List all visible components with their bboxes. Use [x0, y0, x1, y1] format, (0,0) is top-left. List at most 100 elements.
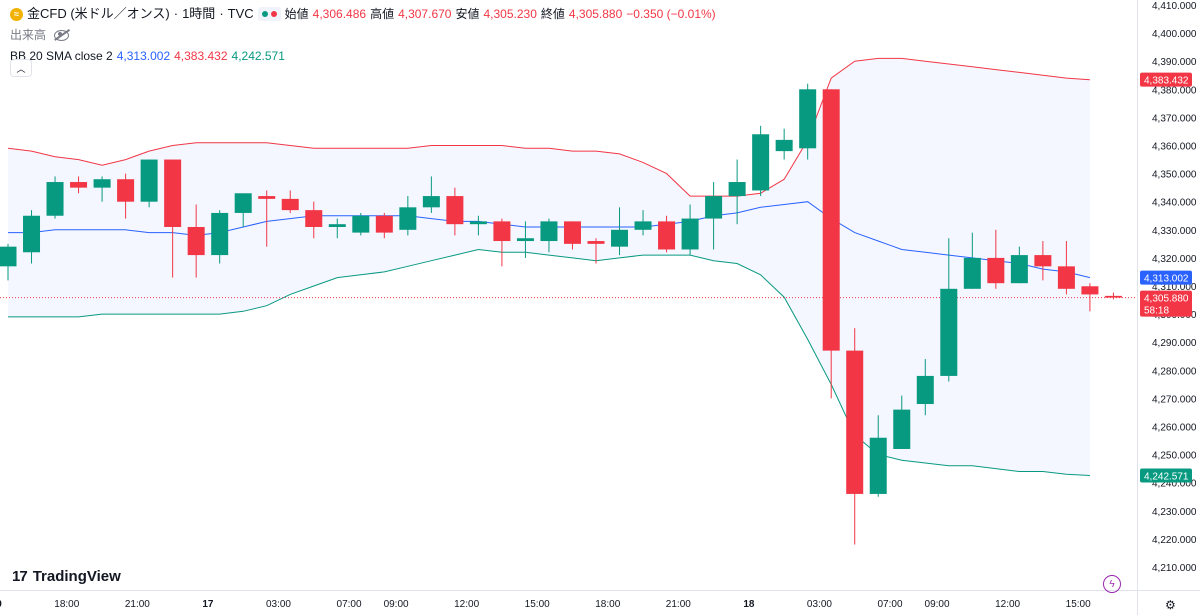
candle-body [70, 182, 88, 188]
candle-body [140, 159, 158, 202]
candle-body [493, 221, 511, 242]
symbol-row: ≈ 金CFD (米ドル／オンス) · 1時間 · TVC 始値 4,306.48… [10, 5, 716, 23]
candle-body [234, 193, 252, 213]
candle-body [23, 215, 41, 253]
high-value: 4,307.670 [398, 7, 452, 21]
candle-body [305, 210, 323, 227]
x-tick-label: 21:00 [666, 599, 691, 610]
indicator-upper: 4,383.432 [174, 49, 228, 63]
candle-body [1034, 255, 1052, 267]
y-tick-label: 4,360.000 [1152, 142, 1197, 153]
y-tick-label: 4,220.000 [1152, 535, 1197, 546]
y-tick-label: 4,380.000 [1152, 85, 1197, 96]
y-tick-label: 4,350.000 [1152, 170, 1197, 181]
candle-body [634, 221, 652, 230]
lower-price-tag: 4,242.571 [1144, 471, 1189, 482]
candle-body [846, 350, 864, 494]
candle-body [375, 215, 393, 233]
candle-body [446, 196, 464, 225]
candle-body [705, 196, 723, 219]
candle-body [658, 221, 676, 250]
candle-body [469, 221, 487, 225]
indicator-lower: 4,242.571 [231, 49, 285, 63]
chart-legend: ≈ 金CFD (米ドル／オンス) · 1時間 · TVC 始値 4,306.48… [10, 5, 716, 65]
x-tick-label: 18:00 [54, 599, 79, 610]
candle-body [399, 207, 417, 230]
basis-price-tag: 4,313.002 [1144, 274, 1189, 285]
x-tick-label: 07:00 [337, 599, 362, 610]
candle-body [93, 179, 111, 188]
y-tick-label: 4,390.000 [1152, 57, 1197, 68]
candle-body [187, 226, 205, 256]
candle-body [799, 89, 817, 149]
candle-body [587, 241, 605, 244]
y-tick-label: 4,290.000 [1152, 338, 1197, 349]
x-tick-label: 03:00 [266, 599, 291, 610]
tradingview-watermark: 17 TradingView [12, 568, 121, 585]
y-tick-label: 4,370.000 [1152, 113, 1197, 124]
y-tick-label: 4,410.000 [1152, 1, 1197, 12]
lower-price-tag-bg [1140, 468, 1192, 483]
candle-body [258, 196, 276, 199]
candle-body [728, 182, 746, 197]
candle-body [1104, 295, 1122, 298]
volume-label[interactable]: 出来高 [10, 28, 47, 42]
x-tick-label: 17 [202, 599, 214, 610]
candle-body [1057, 266, 1075, 289]
open-label: 始値 [284, 7, 309, 21]
candle-body [328, 224, 346, 227]
candle-body [940, 288, 958, 376]
y-tick-label: 4,330.000 [1152, 226, 1197, 237]
sep-1: · [173, 6, 179, 21]
volume-row: 出来高 [10, 26, 716, 44]
candle-body [752, 134, 770, 191]
candle-body [893, 409, 911, 449]
y-tick-label: 4,250.000 [1152, 451, 1197, 462]
candle-body [516, 238, 534, 242]
close-value: 4,305.880 [568, 7, 623, 21]
indicator-row: BB 20 SMA close 2 4,313.002 4,383.432 4,… [10, 47, 716, 65]
indicator-name[interactable]: BB 20 SMA close 2 [10, 49, 113, 63]
x-tick-label: 12:00 [454, 599, 479, 610]
candle-body [540, 221, 558, 242]
candle-body [681, 218, 699, 250]
market-open-dot-icon [261, 11, 268, 17]
countdown-tag: 58:18 [1144, 306, 1169, 317]
y-tick-label: 4,240.000 [1152, 479, 1197, 490]
candle-body [117, 179, 135, 202]
low-value: 4,305.230 [483, 7, 537, 21]
candle-body [775, 139, 793, 152]
symbol-title[interactable]: 金CFD (米ドル／オンス) [27, 6, 170, 21]
x-tick-label: 18:00 [595, 599, 620, 610]
gear-icon[interactable]: ⚙ [1165, 598, 1176, 612]
candle-body [611, 229, 629, 247]
bb-upper-line [7, 57, 1090, 197]
watermark-text: TradingView [32, 568, 121, 585]
candle-body [869, 437, 887, 494]
lightning-icon[interactable]: ϟ [1103, 575, 1121, 593]
x-tick-label: 18 [743, 599, 755, 610]
candle-body [1010, 255, 1028, 284]
interval-label[interactable]: 1時間 [182, 6, 216, 21]
source-label: TVC [227, 6, 254, 21]
x-tick-label: 09:00 [384, 599, 409, 610]
y-tick-label: 4,400.000 [1152, 29, 1197, 40]
y-tick-label: 4,210.000 [1152, 563, 1197, 574]
candle-body [46, 182, 64, 216]
x-tick-label: 15:00 [1066, 599, 1091, 610]
y-tick-label: 4,310.000 [1152, 282, 1197, 293]
candle-body [563, 221, 581, 244]
x-tick-label: 12:00 [995, 599, 1020, 610]
market-status-badge[interactable] [257, 7, 281, 21]
eye-off-icon[interactable] [54, 29, 70, 41]
bb-band-fill [8, 58, 1090, 476]
y-tick-label: 4,230.000 [1152, 507, 1197, 518]
candle-body [963, 257, 981, 289]
upper-price-tag: 4,383.432 [1144, 76, 1189, 87]
last-price-tag: 4,305.880 [1144, 294, 1189, 305]
candle-body [352, 215, 370, 233]
chevron-up-icon[interactable]: ︿ [10, 59, 32, 77]
low-label: 安値 [455, 7, 480, 21]
candle-body [1081, 286, 1099, 295]
